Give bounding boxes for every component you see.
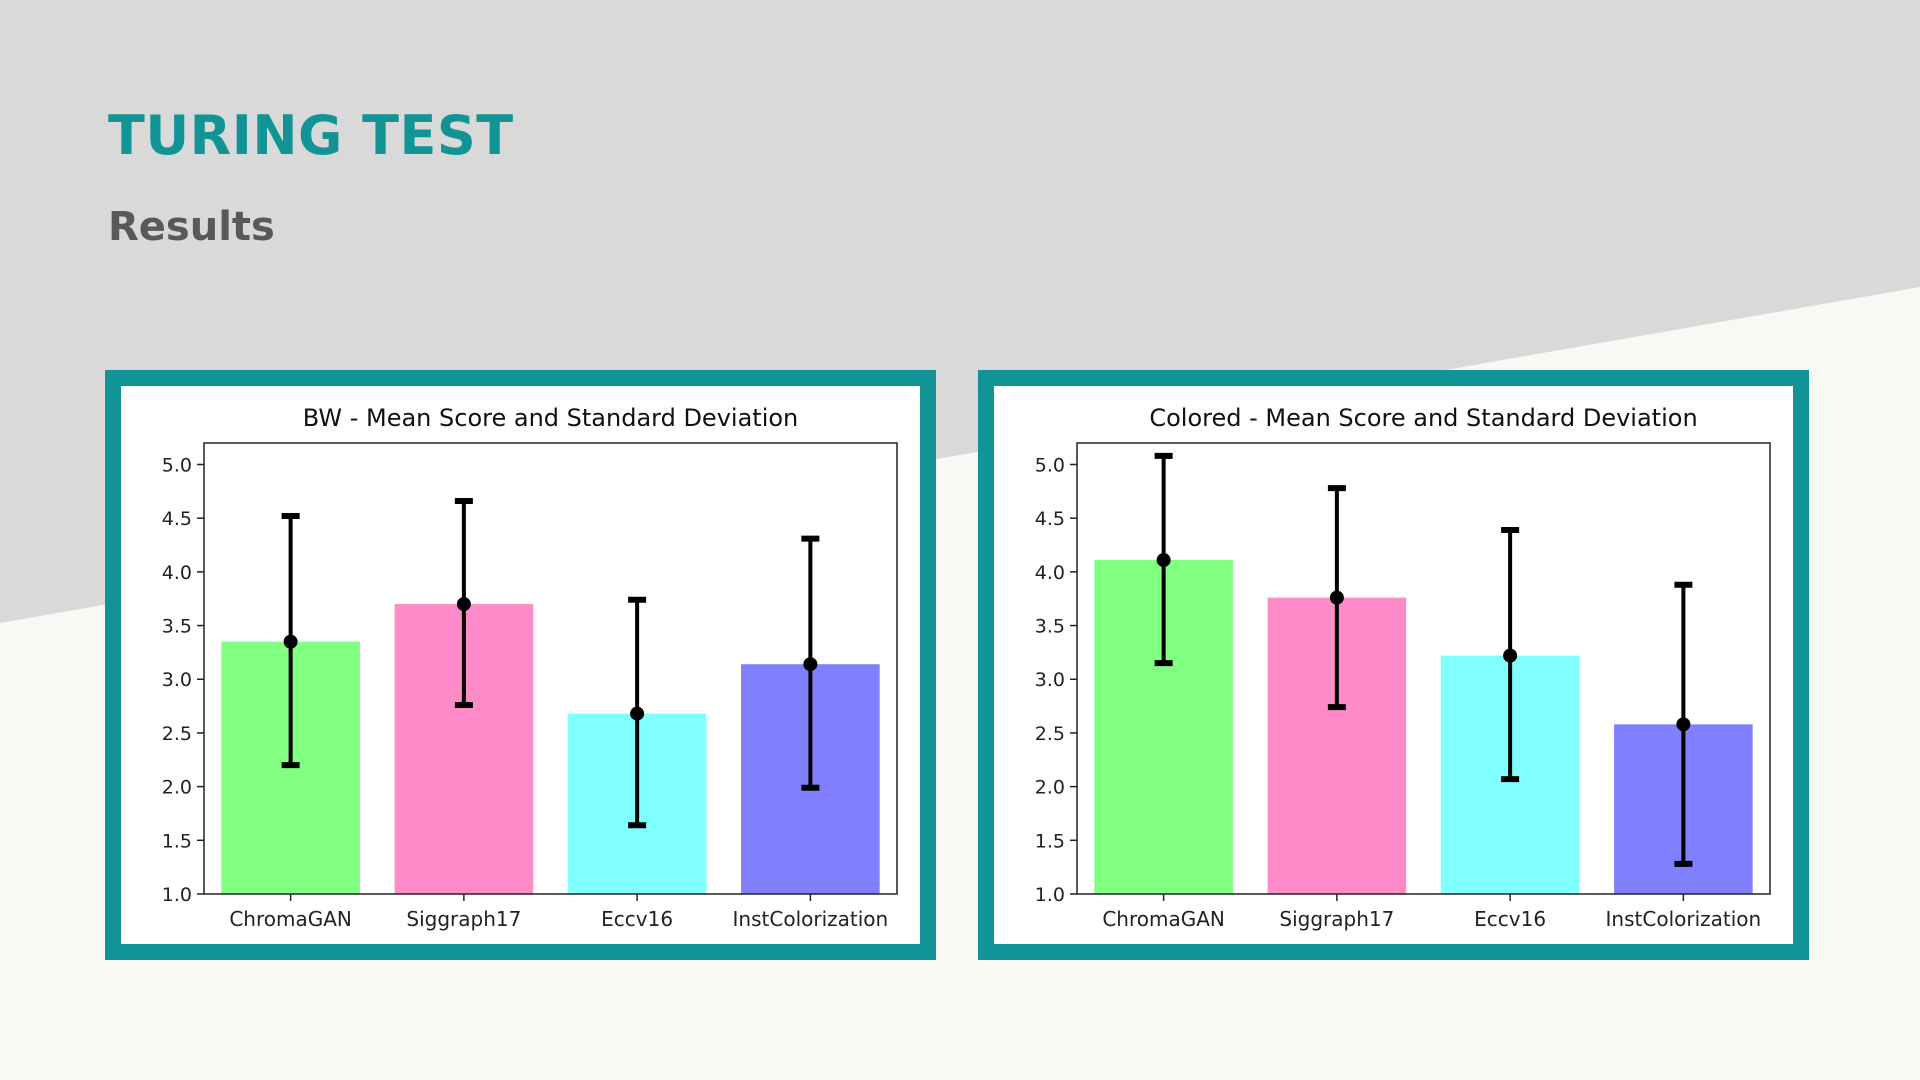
chart-title: Colored - Mean Score and Standard Deviat…	[1149, 404, 1697, 432]
x-tick-label: Eccv16	[1474, 907, 1546, 931]
y-tick-label: 1.0	[1035, 884, 1065, 906]
x-tick-label: InstColorization	[1606, 907, 1762, 931]
x-tick-label: Siggraph17	[1279, 907, 1394, 931]
y-tick-label: 4.0	[1035, 562, 1065, 584]
y-tick-label: 4.0	[162, 562, 192, 584]
y-tick-label: 1.5	[162, 830, 192, 852]
x-tick-label: Siggraph17	[406, 907, 521, 931]
y-tick-label: 2.5	[162, 723, 192, 745]
mean-point	[1676, 717, 1691, 732]
plot-area-frame	[203, 442, 898, 895]
mean-point	[630, 706, 645, 721]
colored-chart-frame: Colored - Mean Score and Standard Deviat…	[978, 370, 1809, 960]
chart-title: BW - Mean Score and Standard Deviation	[303, 404, 799, 432]
y-tick-label: 2.0	[162, 777, 192, 799]
x-tick-label: ChromaGAN	[229, 907, 352, 931]
mean-point	[1503, 648, 1518, 663]
mean-point	[456, 597, 471, 612]
y-tick-label: 1.0	[162, 884, 192, 906]
mean-point	[1329, 590, 1344, 605]
bw-chart-frame: BW - Mean Score and Standard Deviation 1…	[105, 370, 936, 960]
y-tick-label: 3.0	[162, 669, 192, 691]
y-tick-label: 3.0	[1035, 669, 1065, 691]
colored-chart: Colored - Mean Score and Standard Deviat…	[1035, 404, 1771, 931]
x-tick-label: ChromaGAN	[1102, 907, 1225, 931]
y-tick-label: 2.0	[1035, 777, 1065, 799]
y-tick-label: 2.5	[1035, 723, 1065, 745]
slide-title: TURING TEST	[108, 104, 514, 167]
y-tick-label: 3.5	[162, 616, 192, 638]
x-tick-label: Eccv16	[601, 907, 673, 931]
y-tick-label: 5.0	[162, 454, 192, 476]
mean-point	[283, 634, 298, 649]
y-tick-label: 4.5	[162, 508, 192, 530]
plot-area-frame	[1076, 442, 1771, 895]
y-tick-label: 3.5	[1035, 616, 1065, 638]
mean-point	[1156, 553, 1171, 568]
y-tick-label: 1.5	[1035, 830, 1065, 852]
slide-subtitle: Results	[108, 204, 275, 250]
bw-chart: BW - Mean Score and Standard Deviation 1…	[162, 404, 898, 931]
y-tick-label: 5.0	[1035, 454, 1065, 476]
y-tick-label: 4.5	[1035, 508, 1065, 530]
x-tick-label: InstColorization	[733, 907, 889, 931]
mean-point	[803, 657, 818, 672]
